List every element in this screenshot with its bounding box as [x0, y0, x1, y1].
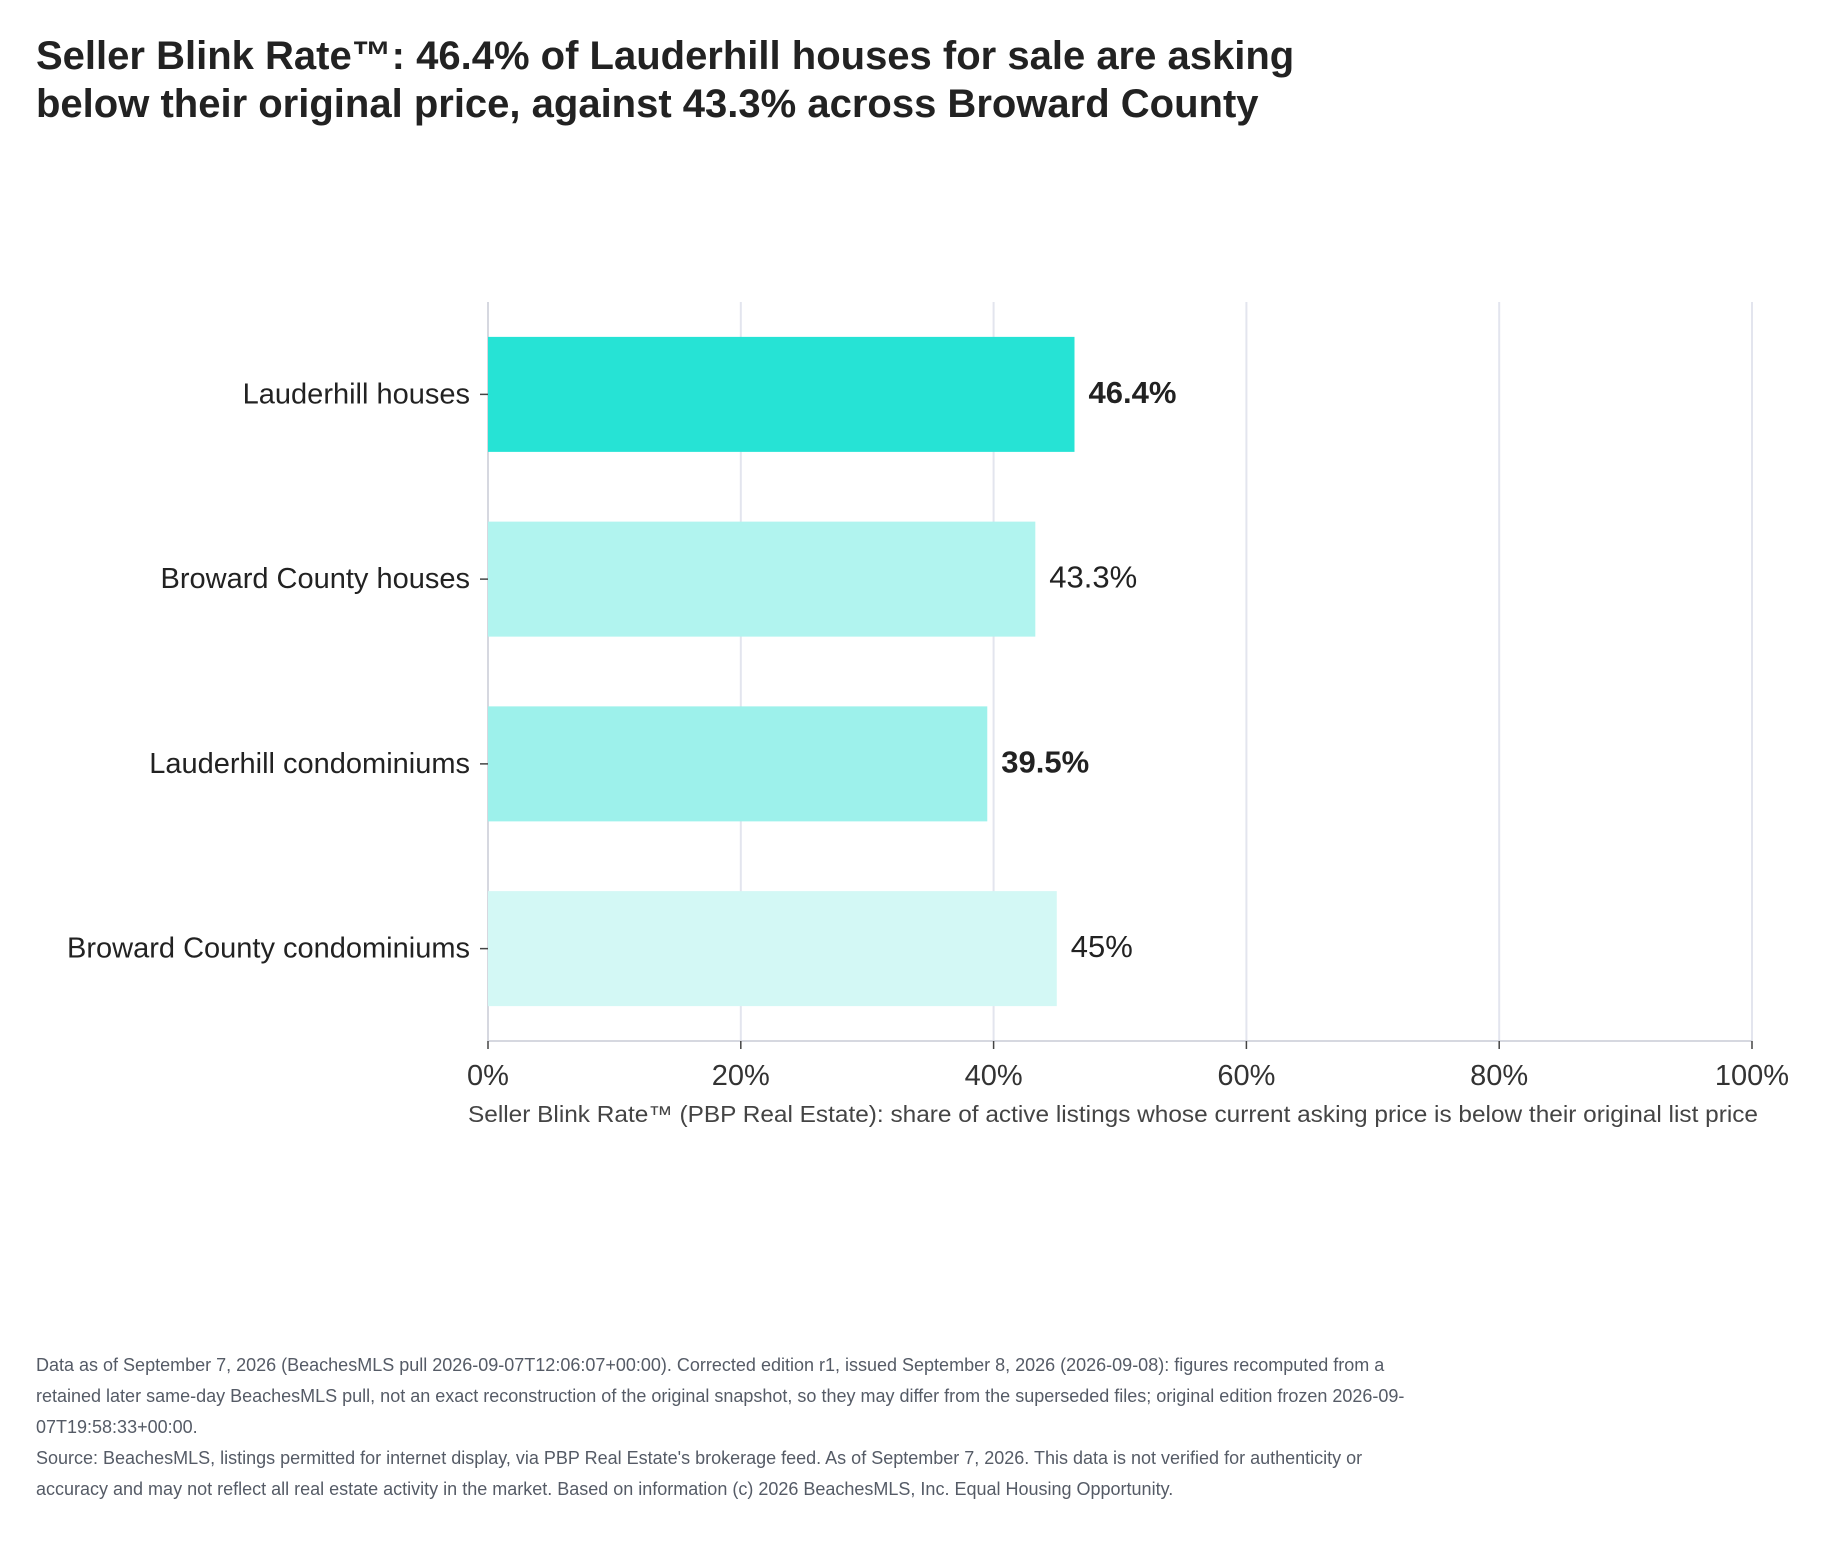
value-label-1: 43.3% [1049, 560, 1137, 595]
category-label-3: Broward County condominiums [67, 933, 470, 965]
chart-title-line-2: below their original price, against 43.3… [36, 82, 1259, 126]
category-label-2: Lauderhill condominiums [149, 748, 470, 780]
bar-3 [488, 891, 1057, 1007]
category-label-1: Broward County houses [161, 563, 471, 595]
value-label-2: 39.5% [1001, 744, 1089, 779]
bar-1 [488, 521, 1036, 637]
x-tick-label-3: 60% [1217, 1060, 1275, 1092]
x-tick-label-5: 100% [1715, 1060, 1789, 1092]
data-note: Data as of September 7, 2026 (BeachesMLS… [36, 1355, 1405, 1437]
category-label-0: Lauderhill houses [243, 378, 470, 410]
x-tick-label-4: 80% [1470, 1060, 1528, 1092]
source-note: Source: BeachesMLS, listings permitted f… [36, 1448, 1363, 1499]
bar-0 [488, 336, 1075, 452]
value-label-3: 45% [1071, 929, 1133, 964]
chart-title: Seller Blink Rate™: 46.4% of Lauderhill … [36, 32, 1536, 128]
chart-title-line-1: Seller Blink Rate™: 46.4% of Lauderhill … [36, 34, 1295, 78]
x-tick-label-2: 40% [965, 1060, 1023, 1092]
footer-notes: Data as of September 7, 2026 (BeachesMLS… [36, 1350, 1416, 1505]
bar-chart: Lauderhill houses 46.4% Broward County hou… [67, 302, 1789, 1127]
x-tick-label-1: 20% [712, 1060, 770, 1092]
x-axis-title: Seller Blink Rate™ (PBP Real Estate): sh… [468, 1101, 1758, 1127]
value-label-0: 46.4% [1088, 375, 1176, 410]
bar-2 [488, 706, 988, 822]
x-tick-label-0: 0% [467, 1060, 509, 1092]
